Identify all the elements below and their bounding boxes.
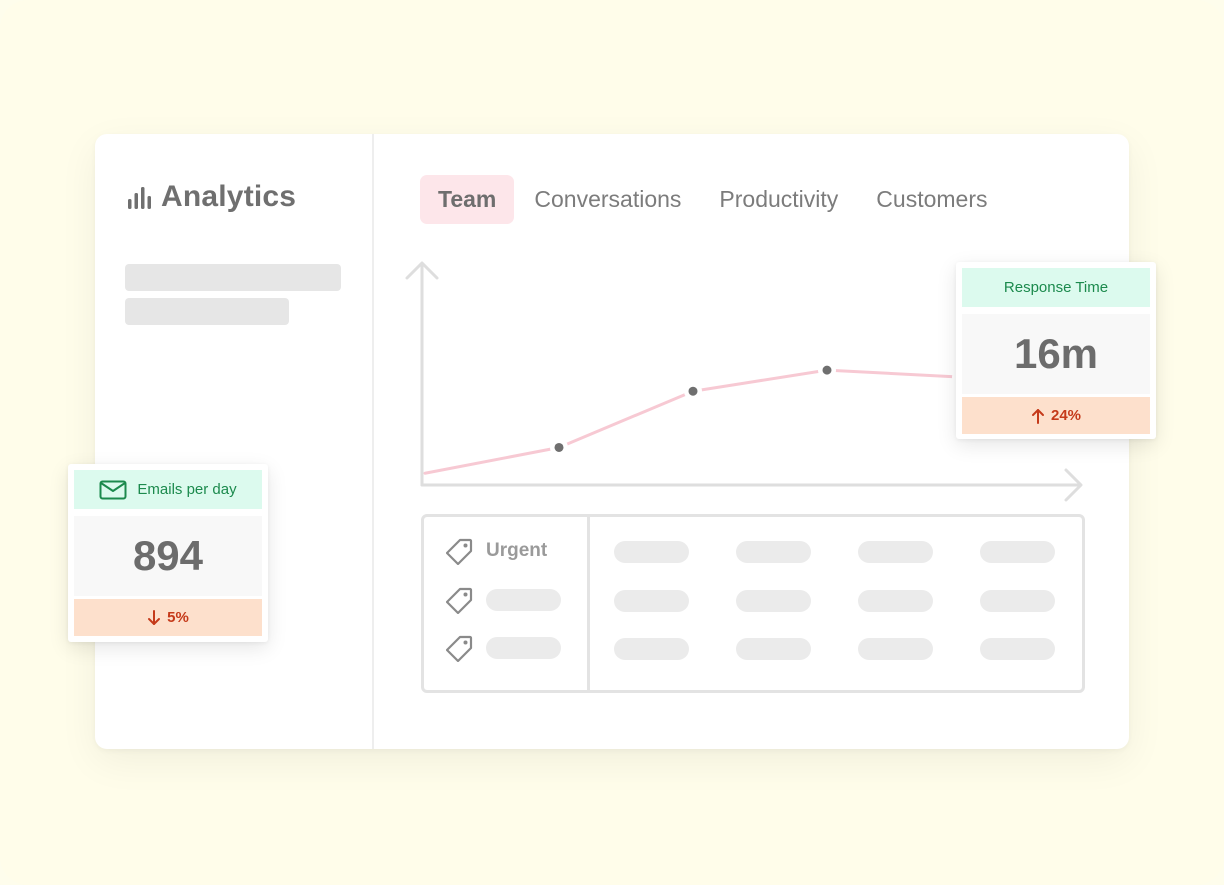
tag-icon — [446, 635, 473, 662]
table-cell-placeholder — [980, 638, 1055, 660]
table-cell-placeholder — [858, 590, 933, 612]
table-row[interactable] — [446, 586, 561, 614]
emails-per-day-card[interactable]: Emails per day 894 5% — [68, 464, 268, 642]
data-point[interactable] — [554, 442, 564, 452]
emails-per-day-change: 5% — [167, 609, 189, 626]
table-row[interactable]: Urgent — [446, 537, 547, 565]
response-time-title: Response Time — [1003, 279, 1109, 296]
emails-per-day-card-body: 894 — [74, 516, 262, 596]
table-cell-placeholder — [614, 590, 689, 612]
sidebar-placeholder-1[interactable] — [125, 264, 341, 291]
tab-team[interactable]: Team — [420, 175, 515, 224]
tab-customers[interactable]: Customers — [876, 186, 988, 212]
bar-chart-icon — [128, 187, 151, 209]
response-time-card-body: 16m — [962, 314, 1150, 394]
tag-label-urgent: Urgent — [486, 540, 548, 561]
table-cell-placeholder — [736, 590, 811, 612]
y-axis — [405, 261, 439, 487]
table-cell-placeholder — [858, 638, 933, 660]
analytics-window: Analytics Team Conversations Productivit… — [95, 134, 1129, 749]
response-time-card-header: Response Time — [962, 268, 1150, 307]
tab-productivity[interactable]: Productivity — [719, 186, 839, 212]
arrow-down-icon — [148, 609, 161, 625]
mail-icon — [99, 480, 127, 499]
table-cell-placeholder — [736, 541, 811, 563]
table-cell-placeholder — [980, 590, 1055, 612]
arrow-up-icon — [1031, 408, 1044, 424]
tab-bar: Team Conversations Productivity Customer… — [420, 175, 1008, 224]
sidebar-placeholder-2[interactable] — [125, 298, 289, 325]
emails-per-day-title: Emails per day — [137, 481, 237, 498]
response-time-change: 24% — [1050, 407, 1082, 424]
x-axis — [420, 468, 1083, 502]
emails-per-day-card-footer: 5% — [74, 599, 262, 636]
response-time-value: 16m — [1013, 330, 1099, 377]
data-point[interactable] — [822, 365, 832, 375]
table-divider — [587, 517, 590, 690]
brand: Analytics — [125, 180, 296, 214]
app-title: Analytics — [161, 180, 297, 213]
sidebar: Analytics — [95, 134, 374, 749]
tag-label-placeholder — [486, 637, 561, 659]
table-row[interactable] — [446, 634, 561, 662]
table-cell-placeholder — [614, 638, 689, 660]
response-time-card[interactable]: Response Time 16m 24% — [956, 262, 1156, 439]
tag-icon — [446, 587, 473, 614]
table-cell-placeholder — [980, 541, 1055, 563]
data-point[interactable] — [688, 386, 698, 396]
tab-conversations[interactable]: Conversations — [534, 186, 682, 212]
response-time-card-footer: 24% — [962, 397, 1150, 434]
tag-label-placeholder — [486, 589, 561, 611]
tag-table: Urgent — [421, 514, 1085, 693]
emails-per-day-value: 894 — [132, 532, 204, 579]
table-cell-placeholder — [736, 638, 811, 660]
tag-icon — [446, 538, 473, 565]
emails-per-day-card-header: Emails per day — [74, 470, 262, 509]
table-cell-placeholder — [614, 541, 689, 563]
table-cell-placeholder — [858, 541, 933, 563]
